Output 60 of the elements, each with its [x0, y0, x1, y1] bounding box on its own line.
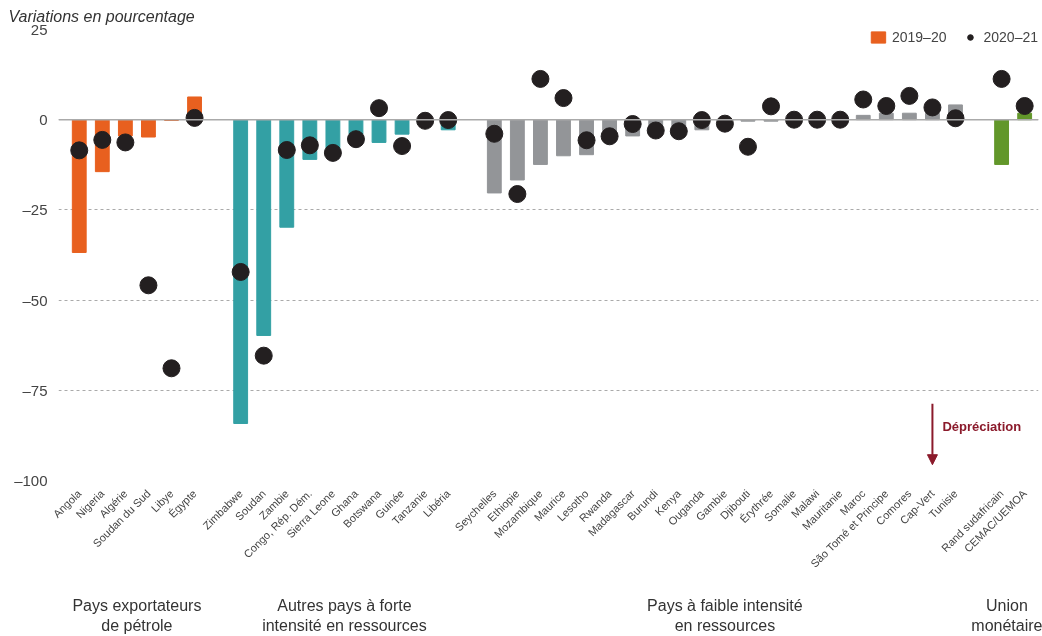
point	[346, 130, 365, 149]
legend-label: 2019–20	[891, 29, 947, 45]
bar	[994, 119, 1010, 165]
point	[669, 122, 688, 141]
point	[139, 276, 158, 295]
point	[370, 99, 389, 118]
annotation: Dépréciation	[942, 418, 1022, 434]
y-tick-label: –100	[14, 472, 48, 489]
point	[554, 89, 573, 108]
text: Pays à faible intensité en ressources	[647, 596, 803, 634]
point	[715, 114, 734, 133]
bar	[509, 119, 525, 181]
legend-label: 2020–21	[983, 29, 1038, 45]
point	[785, 110, 804, 129]
point	[162, 359, 181, 378]
point	[946, 109, 965, 128]
point	[323, 143, 342, 162]
y-tick-label: –75	[22, 381, 48, 399]
point	[277, 141, 296, 159]
text: Pays exportateurs de pétrole	[72, 596, 202, 634]
bar	[371, 119, 387, 143]
point	[231, 262, 250, 281]
point	[992, 69, 1011, 88]
y-tick-label: –50	[22, 291, 48, 309]
point	[70, 141, 89, 160]
point	[116, 133, 135, 152]
point	[508, 185, 527, 204]
text: Autres pays à forte intensité en ressources	[262, 596, 427, 634]
point	[877, 97, 896, 115]
point	[577, 131, 596, 150]
point	[854, 90, 873, 109]
point	[1015, 97, 1034, 115]
point	[416, 111, 435, 130]
point	[900, 86, 919, 105]
point	[93, 130, 112, 149]
y-tick-label: –25	[22, 201, 48, 219]
point	[692, 111, 711, 130]
point	[485, 124, 504, 143]
bar	[394, 119, 410, 135]
point	[646, 121, 665, 140]
bar	[533, 119, 548, 165]
point	[831, 110, 850, 129]
point	[300, 136, 319, 155]
point	[738, 137, 757, 156]
point	[439, 111, 458, 130]
point	[393, 137, 412, 156]
point	[185, 108, 204, 127]
text: Union monétaire	[971, 596, 1042, 634]
point	[923, 98, 942, 117]
bar	[256, 119, 272, 336]
point	[254, 346, 273, 365]
bar	[141, 119, 156, 138]
y-tick-label: 0	[39, 111, 48, 129]
point	[623, 115, 642, 134]
bar	[556, 119, 571, 157]
point	[762, 97, 781, 116]
point	[531, 69, 550, 88]
point	[808, 110, 827, 129]
bar	[233, 119, 249, 424]
point	[600, 127, 619, 146]
